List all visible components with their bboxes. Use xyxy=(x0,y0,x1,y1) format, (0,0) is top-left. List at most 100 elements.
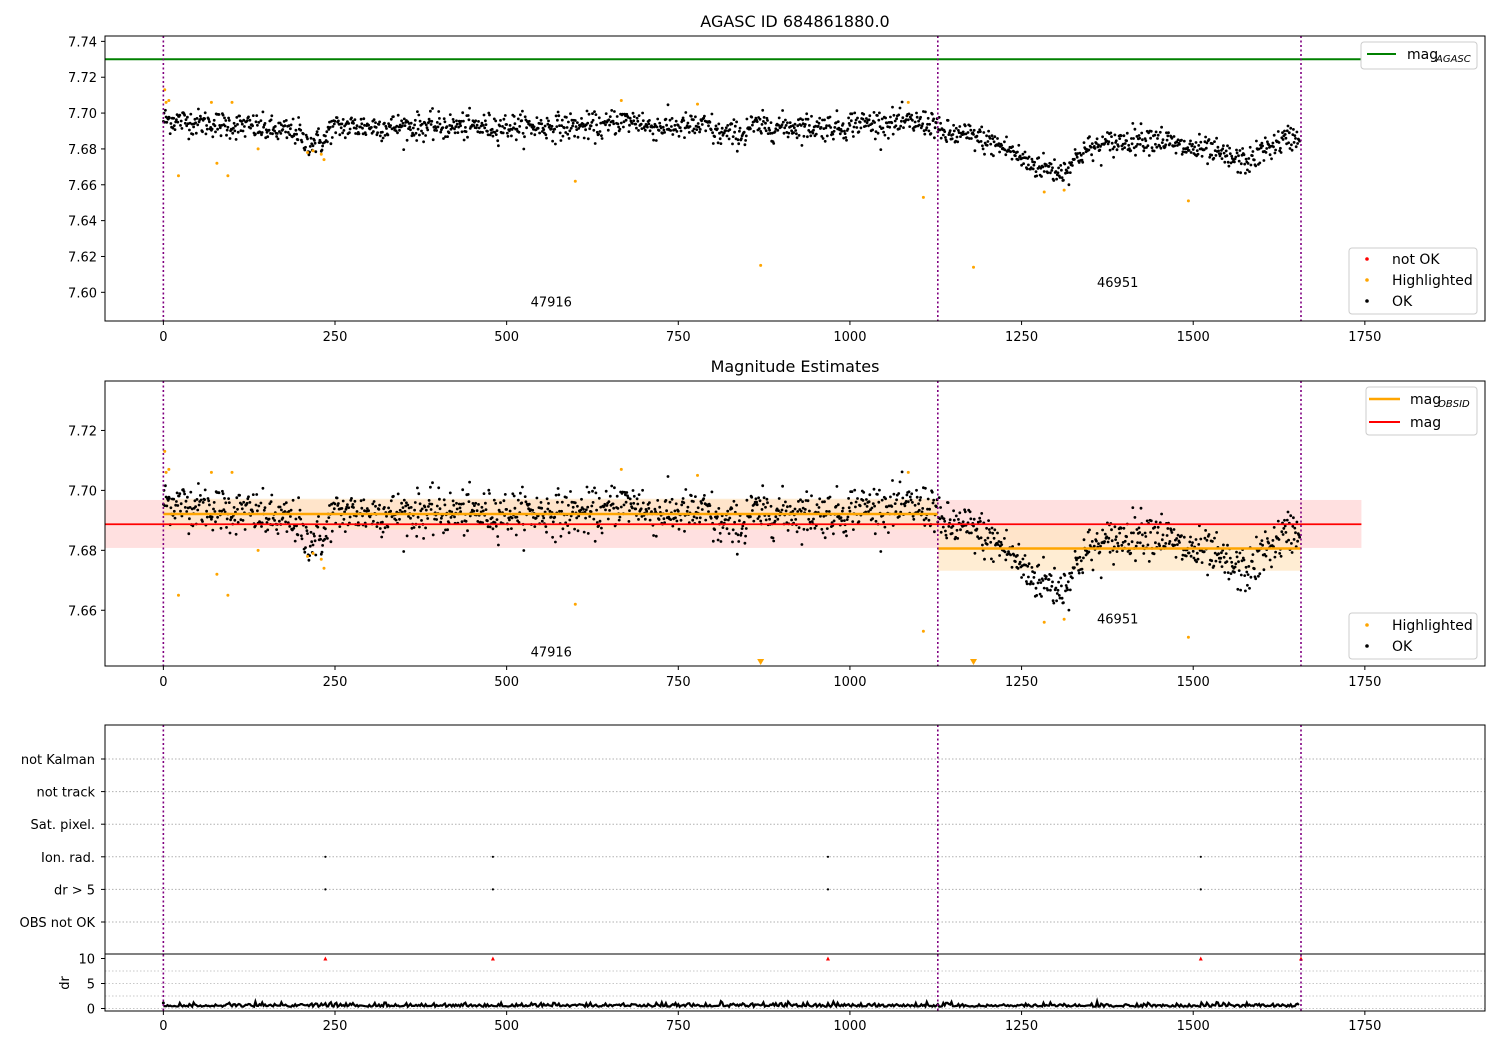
estimates-ok-point xyxy=(851,520,855,523)
estimates-ok-point xyxy=(593,486,596,490)
estimates-highlighted-point xyxy=(256,548,260,552)
agasc-ok-point xyxy=(1087,148,1091,152)
agasc-ok-point xyxy=(503,114,507,117)
agasc-ok-point xyxy=(493,131,497,134)
estimates-ok-point xyxy=(828,495,832,499)
agasc-ok-point xyxy=(1154,142,1157,146)
agasc-ok-point xyxy=(924,128,928,132)
estimates-ok-point xyxy=(794,518,798,521)
agasc-ok-point xyxy=(895,117,898,121)
estimates-ok-point xyxy=(870,506,874,510)
estimates-ok-point xyxy=(386,525,390,529)
agasc-highlighted-point xyxy=(573,179,577,183)
agasc-ok-point xyxy=(267,128,271,132)
estimates-ok-point xyxy=(424,526,427,530)
estimates-ok-point xyxy=(858,504,862,508)
agasc-ok-point xyxy=(898,127,901,131)
agasc-ok-point xyxy=(794,129,798,132)
estimates-ok-point xyxy=(918,498,922,502)
estimates-ok-point xyxy=(325,520,329,523)
agasc-ok-point xyxy=(207,117,211,121)
agasc-ok-point xyxy=(711,142,715,145)
estimates-ok-point xyxy=(510,516,514,520)
agasc-highlighted-point xyxy=(696,102,700,106)
agasc-highlighted-point xyxy=(164,100,168,104)
agasc-ok-point xyxy=(621,112,625,116)
agasc-ok-point xyxy=(205,127,209,131)
agasc-ok-point xyxy=(1108,148,1112,152)
agasc-ok-point xyxy=(787,131,791,135)
obsid-label-46951: 46951 xyxy=(1097,276,1138,291)
estimates-ok-point xyxy=(786,529,790,532)
estimates-ok-point xyxy=(430,502,434,506)
estimates-ok-point xyxy=(459,510,462,514)
estimates-ok-point xyxy=(1278,552,1282,555)
estimates-ok-point xyxy=(911,501,914,504)
estimates-ok-point xyxy=(1199,537,1203,541)
estimates-ok-point xyxy=(362,498,366,502)
estimates-ok-point xyxy=(579,508,583,512)
estimates-ok-point xyxy=(534,516,538,520)
estimates-ok-point xyxy=(493,521,497,524)
agasc-ok-point xyxy=(1191,148,1195,151)
estimates-ok-point xyxy=(724,518,728,521)
agasc-ok-point xyxy=(372,118,376,122)
estimates-ok-point xyxy=(1091,568,1095,572)
estimates-ok-point xyxy=(587,490,591,494)
flag-point xyxy=(324,855,327,858)
agasc-ok-point xyxy=(768,128,771,132)
y-tick-label: 7.68 xyxy=(68,544,97,559)
agasc-ok-point xyxy=(858,120,862,124)
agasc-ok-point xyxy=(804,117,808,121)
y-tick-label: 7.60 xyxy=(68,286,97,301)
agasc-ok-point xyxy=(462,138,466,142)
estimates-ok-point xyxy=(972,524,975,528)
agasc-ok-point xyxy=(431,138,435,142)
agasc-ok-point xyxy=(519,113,522,117)
agasc-ok-point xyxy=(1156,137,1159,140)
estimates-ok-point xyxy=(1291,524,1295,528)
estimates-ok-point xyxy=(1125,535,1128,539)
agasc-ok-point xyxy=(587,112,591,116)
agasc-ok-point xyxy=(889,115,892,119)
legend-highlighted-label: Highlighted xyxy=(1392,273,1473,289)
agasc-ok-point xyxy=(1089,145,1093,149)
estimates-ok-point xyxy=(847,497,850,500)
agasc-ok-point xyxy=(1090,142,1094,146)
estimates-ok-point xyxy=(292,526,296,530)
estimates-ok-point xyxy=(217,491,221,495)
estimates-ok-point xyxy=(492,498,496,502)
estimates-ok-point xyxy=(216,515,220,519)
agasc-ok-point xyxy=(295,132,298,136)
estimates-ok-point xyxy=(1042,586,1046,590)
estimates-ok-point xyxy=(576,529,580,533)
estimates-ok-point xyxy=(922,518,926,522)
agasc-ok-point xyxy=(897,113,901,117)
estimates-ok-point xyxy=(912,517,916,521)
estimates-ok-point xyxy=(513,506,517,510)
agasc-ok-point xyxy=(958,125,962,128)
agasc-ok-point xyxy=(375,133,379,137)
agasc-ok-point xyxy=(1138,143,1142,146)
agasc-ok-point xyxy=(585,109,589,113)
estimates-ok-point xyxy=(324,534,328,538)
x-tick-label: 1750 xyxy=(1348,330,1381,345)
agasc-ok-point xyxy=(716,127,719,131)
estimates-ok-point xyxy=(1166,527,1170,530)
agasc-ok-point xyxy=(385,127,388,130)
estimates-ok-point xyxy=(832,519,836,523)
estimates-ok-point xyxy=(547,502,550,505)
estimates-ok-point xyxy=(390,515,394,519)
agasc-ok-point xyxy=(740,137,743,141)
agasc-ok-point xyxy=(835,109,839,113)
agasc-ok-point xyxy=(933,136,936,140)
estimates-ok-point xyxy=(1279,554,1283,558)
estimates-ok-point xyxy=(323,537,327,541)
agasc-ok-point xyxy=(1276,130,1280,133)
agasc-ok-point xyxy=(562,126,566,130)
agasc-ok-point xyxy=(467,118,471,122)
estimates-ok-point xyxy=(843,519,846,522)
estimates-ok-point xyxy=(539,501,543,504)
estimates-ok-point xyxy=(267,517,271,521)
estimates-ok-point xyxy=(924,486,927,490)
